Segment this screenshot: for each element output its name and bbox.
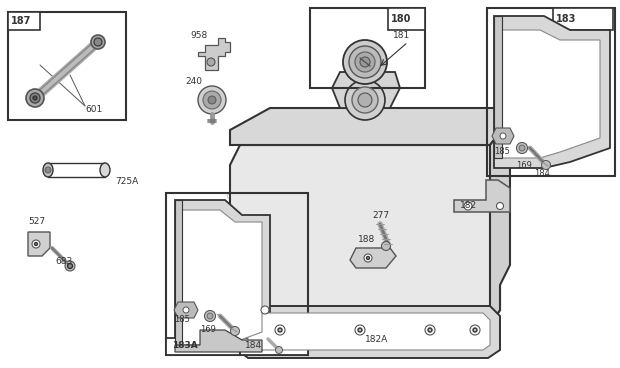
Polygon shape [332,72,400,108]
Polygon shape [490,120,510,325]
Circle shape [473,328,477,332]
Bar [553,8,613,30]
Circle shape [358,328,362,332]
Polygon shape [494,16,502,158]
Circle shape [343,40,387,84]
Text: 240: 240 [185,78,202,86]
Polygon shape [230,145,500,325]
Circle shape [26,89,44,107]
Polygon shape [28,232,50,256]
Polygon shape [175,200,182,345]
Bar [166,193,308,355]
Polygon shape [230,108,510,145]
Text: 182: 182 [460,201,477,209]
Circle shape [355,325,365,335]
Circle shape [205,311,216,322]
Circle shape [516,142,528,153]
Circle shape [275,325,285,335]
Text: 184: 184 [245,342,262,350]
Circle shape [65,261,75,271]
Circle shape [183,307,189,313]
Bar [166,338,240,355]
Circle shape [497,202,503,209]
Polygon shape [248,313,490,350]
Circle shape [358,93,372,107]
Text: 601: 601 [85,106,102,114]
Bar [8,12,40,30]
Circle shape [345,80,385,120]
Circle shape [45,167,51,173]
Text: 169: 169 [516,160,532,170]
Bar [8,12,126,120]
Text: 185: 185 [494,148,510,156]
Circle shape [355,52,375,72]
Circle shape [261,306,269,314]
Circle shape [68,263,73,269]
Text: 169: 169 [200,326,216,335]
Bar [240,338,308,355]
Text: 187: 187 [11,16,32,26]
Circle shape [33,96,37,100]
Text: 185: 185 [174,315,190,325]
Polygon shape [238,306,500,358]
Text: 958: 958 [190,31,207,39]
Circle shape [275,347,283,354]
Text: eReplacementParts.com: eReplacementParts.com [225,188,395,202]
Bar [310,8,425,88]
Circle shape [35,243,37,245]
Ellipse shape [100,163,110,177]
Polygon shape [492,128,514,144]
Circle shape [366,256,370,259]
Circle shape [541,160,551,170]
Polygon shape [350,248,396,268]
Polygon shape [182,210,262,345]
Circle shape [352,87,378,113]
Text: 183: 183 [556,14,577,24]
Circle shape [208,96,216,104]
Circle shape [32,240,40,248]
Circle shape [364,254,372,262]
Text: 683: 683 [55,258,73,266]
Circle shape [519,145,525,151]
Polygon shape [198,38,230,70]
Text: 182A: 182A [365,336,388,344]
Polygon shape [494,16,610,168]
Circle shape [278,328,282,332]
Circle shape [207,313,213,319]
Circle shape [428,328,432,332]
Circle shape [30,93,40,103]
Circle shape [207,58,215,66]
Circle shape [231,326,239,336]
Text: 184: 184 [534,170,550,178]
Circle shape [464,202,472,210]
Bar [487,8,615,176]
Text: 277: 277 [372,210,389,219]
Circle shape [500,133,506,139]
Polygon shape [175,200,270,352]
Polygon shape [502,30,600,158]
Circle shape [94,38,102,46]
Text: 188: 188 [358,236,375,244]
Polygon shape [454,180,510,212]
Text: 181: 181 [393,32,410,40]
Circle shape [425,325,435,335]
Text: 183A: 183A [172,342,198,350]
Circle shape [381,241,391,251]
Ellipse shape [43,163,53,177]
Bar [388,8,425,30]
Circle shape [470,325,480,335]
Circle shape [91,35,105,49]
Circle shape [198,86,226,114]
Text: 725A: 725A [115,177,138,187]
Circle shape [349,46,381,78]
Text: 527: 527 [28,217,45,226]
Polygon shape [175,330,262,352]
Circle shape [360,57,370,67]
Polygon shape [174,302,198,318]
Circle shape [203,91,221,109]
Text: 180: 180 [391,14,412,24]
